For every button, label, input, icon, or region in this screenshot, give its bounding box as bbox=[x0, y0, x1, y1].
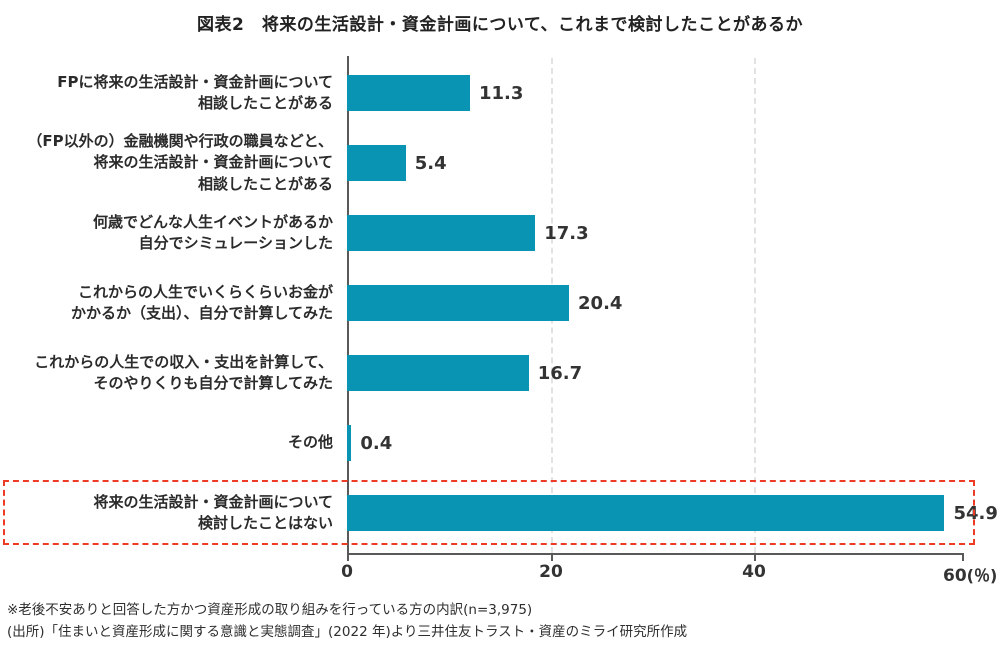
category-label: 将来の生活設計・資金計画について 検討したことはない bbox=[93, 492, 333, 532]
bar bbox=[347, 495, 945, 531]
bar-row: （FP以外の）金融機関や行政の職員などと、 将来の生活設計・資金計画について 相談し… bbox=[0, 128, 1000, 198]
x-tick-label-20: 20 bbox=[539, 562, 563, 582]
x-axis-unit: (％) bbox=[966, 566, 998, 585]
category-label: FPに将来の生活設計・資金計画について 相談したことがある bbox=[57, 72, 333, 112]
gridline-40 bbox=[754, 58, 756, 553]
bar-row: 何歳でどんな人生イベントがあるか 自分でシミュレーションした 17.3 bbox=[0, 198, 1000, 268]
plot-cell: 17.3 bbox=[347, 198, 1000, 268]
value-label: 11.3 bbox=[478, 82, 524, 104]
plot-cell: 16.7 bbox=[347, 338, 1000, 408]
footnote-sample: ※老後不安ありと回答した方かつ資産形成の取り組みを行っている方の内訳(n=3,9… bbox=[7, 602, 533, 618]
plot-cell: 20.4 bbox=[347, 268, 1000, 338]
bar bbox=[347, 75, 470, 111]
footnote-source: (出所)「住まいと資産形成に関する意識と実態調査」(2022 年)より三井住友ト… bbox=[7, 623, 688, 640]
plot-cell: 0.4 bbox=[347, 408, 1000, 478]
x-tick-label-60-value: 60 bbox=[943, 566, 967, 586]
bar bbox=[347, 215, 536, 251]
category-label: 何歳でどんな人生イベントがあるか 自分でシミュレーションした bbox=[92, 212, 333, 252]
bar bbox=[347, 285, 570, 321]
value-label: 17.3 bbox=[544, 222, 589, 244]
bar-rows: FPに将来の生活設計・資金計画について 相談したことがある 11.3 （FP以外の… bbox=[0, 58, 1000, 548]
plot-cell: 5.4 bbox=[347, 128, 1000, 198]
x-tick-20 bbox=[551, 555, 553, 561]
category-label: （FP以外の）金融機関や行政の職員などと、 将来の生活設計・資金計画について 相談し… bbox=[27, 132, 333, 193]
plot-cell: 11.3 bbox=[347, 58, 1000, 128]
x-tick-40 bbox=[754, 555, 756, 561]
bar bbox=[347, 425, 352, 461]
category-label: その他 bbox=[287, 433, 333, 452]
x-tick-label-60: 60(％) bbox=[943, 562, 997, 586]
bar-row: これからの人生でいくらくらいお金が かかるか（支出）、自分で計算してみた 20.4 bbox=[0, 268, 1000, 338]
x-tick-0 bbox=[347, 555, 349, 561]
value-label: 54.9 bbox=[953, 502, 998, 524]
bar bbox=[347, 145, 406, 181]
category-label: これからの人生でいくらくらいお金が かかるか（支出）、自分で計算してみた bbox=[70, 282, 333, 322]
x-tick-label-0: 0 bbox=[341, 562, 353, 582]
chart-title: 図表2 将来の生活設計・資金計画について、これまで検討したことがあるか bbox=[197, 15, 803, 35]
value-label: 20.4 bbox=[578, 292, 623, 314]
x-tick-label-40: 40 bbox=[742, 562, 766, 582]
bar bbox=[347, 355, 529, 391]
bar-row: その他 0.4 bbox=[0, 408, 1000, 478]
bar-row: これからの人生での収入・支出を計算して、 そのやりくりも自分で計算してみた 16.… bbox=[0, 338, 1000, 408]
value-label: 0.4 bbox=[360, 432, 393, 454]
value-label: 5.4 bbox=[414, 152, 447, 174]
bar-row-highlighted: 将来の生活設計・資金計画について 検討したことはない 54.9 bbox=[0, 478, 1000, 548]
x-axis-line bbox=[347, 553, 964, 555]
value-label: 16.7 bbox=[537, 362, 583, 384]
footnotes: ※老後不安ありと回答した方かつ資産形成の取り組みを行っている方の内訳(n=3,9… bbox=[7, 600, 997, 644]
x-tick-60-mark bbox=[962, 555, 964, 561]
category-label: これからの人生での収入・支出を計算して、 そのやりくりも自分で計算してみた bbox=[34, 352, 333, 392]
plot-cell: 54.9 bbox=[347, 478, 1000, 548]
bar-row: FPに将来の生活設計・資金計画について 相談したことがある 11.3 bbox=[0, 58, 1000, 128]
